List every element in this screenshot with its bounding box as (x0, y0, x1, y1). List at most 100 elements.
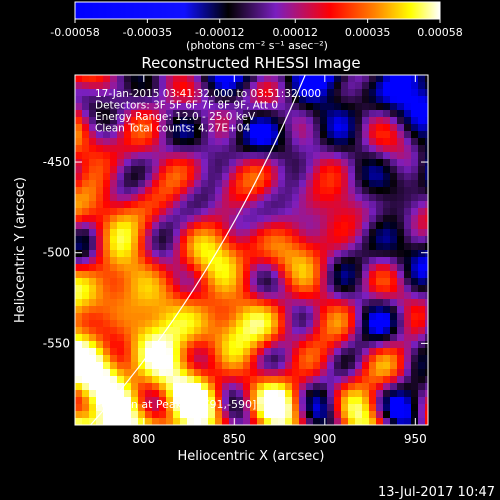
heatmap-cell (159, 124, 167, 132)
heatmap-cell (180, 257, 188, 265)
heatmap-cell (306, 348, 314, 356)
heatmap-cell (376, 180, 384, 188)
heatmap-cell (236, 110, 244, 118)
heatmap-cell (152, 327, 160, 335)
heatmap-cell (152, 397, 160, 405)
heatmap-cell (355, 208, 363, 216)
heatmap-cell (348, 194, 356, 202)
heatmap-cell (215, 411, 223, 419)
heatmap-cell (96, 369, 104, 377)
heatmap-cell (173, 96, 181, 104)
heatmap-cell (215, 313, 223, 321)
heatmap-cell (390, 201, 398, 209)
heatmap-cell (327, 369, 335, 377)
heatmap-cell (257, 208, 265, 216)
heatmap-cell (355, 383, 363, 391)
heatmap-cell (383, 145, 391, 153)
heatmap-cell (194, 397, 202, 405)
heatmap-cell (327, 96, 335, 104)
heatmap-cell (75, 390, 83, 398)
heatmap-cell (208, 306, 216, 314)
heatmap-cell (222, 285, 230, 293)
heatmap-cell (229, 348, 237, 356)
heatmap-cell (327, 278, 335, 286)
heatmap-cell (215, 299, 223, 307)
heatmap-cell (110, 299, 118, 307)
heatmap-cell (418, 208, 426, 216)
heatmap-cell (425, 397, 428, 405)
heatmap-cell (285, 341, 293, 349)
heatmap-cell (82, 215, 90, 223)
heatmap-cell (411, 173, 419, 181)
heatmap-cell (166, 320, 174, 328)
plot-frame (74, 74, 429, 426)
heatmap-cell (292, 411, 300, 419)
heatmap-cell (145, 390, 153, 398)
heatmap-cell (320, 390, 328, 398)
heatmap-cell (383, 264, 391, 272)
heatmap-cell (425, 138, 428, 146)
heatmap-cell (82, 236, 90, 244)
heatmap-cell (138, 327, 146, 335)
heatmap-cell (362, 327, 370, 335)
heatmap-cell (117, 355, 125, 363)
heatmap-cell (264, 103, 272, 111)
heatmap-cell (187, 138, 195, 146)
heatmap-cell (271, 166, 279, 174)
heatmap-cell (75, 334, 83, 342)
heatmap-cell (383, 131, 391, 139)
heatmap-cell (243, 278, 251, 286)
heatmap-cell (124, 327, 132, 335)
heatmap-cell (313, 362, 321, 370)
heatmap-cell (334, 82, 342, 90)
heatmap-cell (264, 271, 272, 279)
heatmap-cell (229, 390, 237, 398)
heatmap-cell (292, 215, 300, 223)
heatmap-cell (166, 341, 174, 349)
heatmap-cell (117, 222, 125, 230)
heatmap-cell (117, 229, 125, 237)
heatmap-cell (250, 355, 258, 363)
heatmap-cell (96, 187, 104, 195)
heatmap-cell (250, 271, 258, 279)
heatmap-cell (425, 159, 428, 167)
heatmap-cell (96, 250, 104, 258)
heatmap-cell (82, 320, 90, 328)
heatmap-cell (383, 215, 391, 223)
heatmap-cell (201, 411, 209, 419)
heatmap-cell (138, 215, 146, 223)
heatmap-cell (264, 180, 272, 188)
heatmap-cell (187, 145, 195, 153)
heatmap-cell (418, 236, 426, 244)
heatmap-cell (166, 369, 174, 377)
heatmap-cell (159, 257, 167, 265)
heatmap-cell (208, 341, 216, 349)
heatmap-cell (173, 236, 181, 244)
heatmap-cell (159, 173, 167, 181)
heatmap-cell (397, 271, 405, 279)
heatmap-cell (138, 278, 146, 286)
heatmap-cell (397, 404, 405, 412)
heatmap-cell (236, 299, 244, 307)
heatmap-cell (418, 355, 426, 363)
heatmap-cell (362, 89, 370, 97)
heatmap-cell (320, 173, 328, 181)
heatmap-cell (194, 327, 202, 335)
heatmap-cell (89, 355, 97, 363)
heatmap-cell (334, 348, 342, 356)
heatmap-cell (334, 376, 342, 384)
heatmap-cell (271, 285, 279, 293)
heatmap-cell (243, 264, 251, 272)
heatmap-cell (397, 292, 405, 300)
chart-title: Reconstructed RHESSI Image (141, 54, 360, 72)
heatmap-cell (166, 124, 174, 132)
heatmap-cell (278, 131, 286, 139)
heatmap-cell (222, 334, 230, 342)
heatmap-cell (110, 117, 118, 125)
heatmap-cell (131, 243, 139, 251)
heatmap-cell (187, 278, 195, 286)
heatmap-cell (145, 166, 153, 174)
heatmap-cell (124, 236, 132, 244)
heatmap-cell (117, 285, 125, 293)
annotation-line: Clean Total counts: 4.27E+04 (95, 123, 250, 135)
